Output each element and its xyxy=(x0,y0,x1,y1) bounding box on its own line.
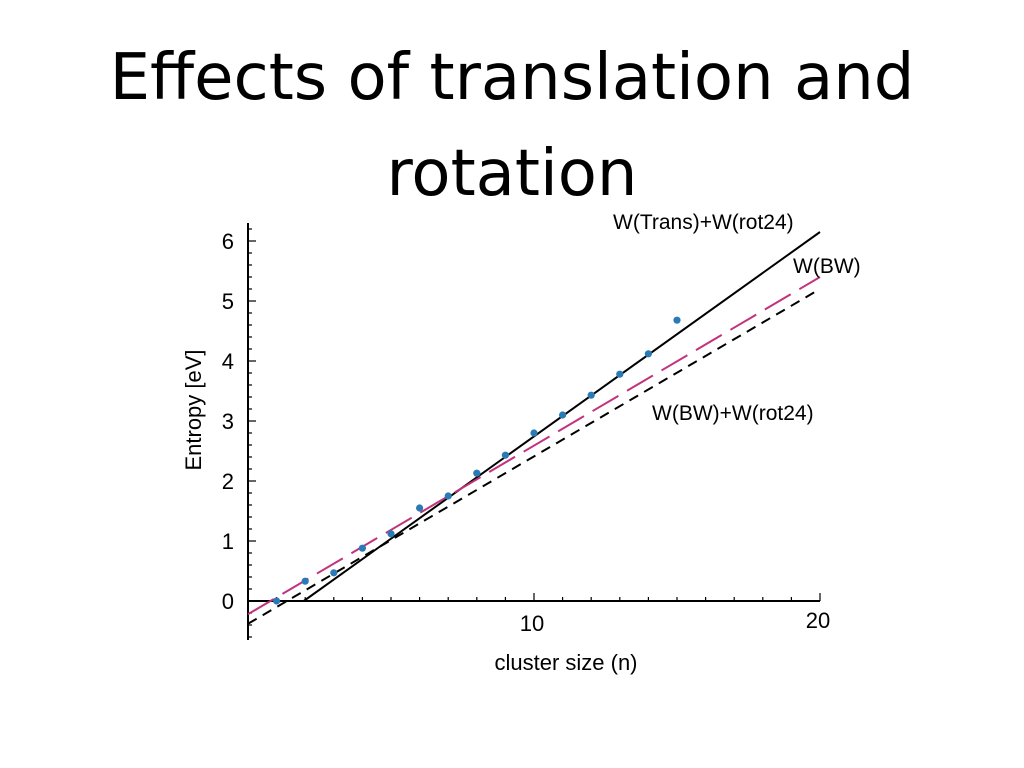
data-point xyxy=(444,492,452,500)
data-point xyxy=(358,544,366,552)
chart-series-points xyxy=(273,316,681,605)
data-point xyxy=(330,569,338,577)
chart-axes xyxy=(247,223,821,640)
data-point xyxy=(473,469,481,477)
data-point xyxy=(644,350,653,358)
data-point xyxy=(530,429,538,437)
annotation-bw-rot: W(BW)+W(rot24) xyxy=(652,402,814,425)
x-axis-title: cluster size (n) xyxy=(494,650,637,675)
annotation-trans-rot: W(Trans)+W(rot24) xyxy=(613,211,794,234)
data-point xyxy=(587,391,595,399)
data-point xyxy=(416,504,424,512)
data-point xyxy=(387,530,395,538)
data-point xyxy=(301,577,309,585)
slide-title-line-1: Effects of translation and xyxy=(109,41,915,115)
data-point xyxy=(273,597,281,605)
x-tick-label: 10 xyxy=(520,611,544,636)
chart-annotations: W(Trans)+W(rot24) W(BW) W(BW)+W(rot24) xyxy=(613,211,861,425)
y-tick-label: 6 xyxy=(222,229,234,254)
series-line-bw-rot xyxy=(247,288,821,625)
y-tick-label: 3 xyxy=(222,409,234,434)
slide-title-line-2: rotation xyxy=(386,137,638,211)
x-tick-label: 20 xyxy=(806,608,830,633)
series-line-bw xyxy=(247,276,821,616)
slide-title: Effects of translation and rotation xyxy=(0,30,1024,222)
y-tick-label: 2 xyxy=(222,469,234,494)
data-point xyxy=(616,370,624,378)
data-point xyxy=(673,316,681,324)
y-tick-label: 5 xyxy=(222,289,234,314)
y-axis-title: Entropy [eV] xyxy=(181,349,206,470)
data-point xyxy=(501,451,509,459)
y-tick-label: 0 xyxy=(222,589,234,614)
y-tick-label: 1 xyxy=(222,529,234,554)
y-tick-label: 4 xyxy=(222,349,234,374)
chart-tick-labels: 0 1 2 3 4 5 6 10 20 xyxy=(222,229,830,636)
annotation-bw: W(BW) xyxy=(793,255,861,278)
data-point xyxy=(559,411,567,419)
chart-series-lines xyxy=(247,231,821,625)
